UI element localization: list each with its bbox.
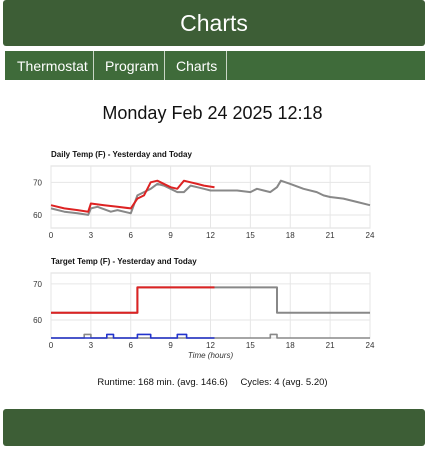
x-tick-label: 21 xyxy=(326,341,335,350)
x-tick-label: 3 xyxy=(89,231,94,240)
x-tick-label: 9 xyxy=(168,341,173,350)
series-line-today_cycles xyxy=(51,333,215,339)
target-temp-chart-title: Target Temp (F) - Yesterday and Today xyxy=(51,257,197,266)
daily-temp-chart-title: Daily Temp (F) - Yesterday and Today xyxy=(51,150,192,159)
page-title: Charts xyxy=(180,9,248,36)
y-tick-label: 60 xyxy=(33,211,42,220)
runtime-stats: Runtime: 168 min. (avg. 146.6) Cycles: 4… xyxy=(0,377,425,388)
x-tick-label: 18 xyxy=(286,231,295,240)
tab-program[interactable]: Program xyxy=(94,51,165,80)
x-tick-label: 6 xyxy=(129,231,134,240)
x-tick-label: 18 xyxy=(286,341,295,350)
series-line-yesterday_cycles xyxy=(51,333,370,339)
x-tick-label: 15 xyxy=(246,341,255,350)
tab-thermostat[interactable]: Thermostat xyxy=(5,51,94,80)
cycles-text: Cycles: 4 (avg. 5.20) xyxy=(240,377,328,388)
x-tick-label: 24 xyxy=(366,231,375,240)
current-datetime: Monday Feb 24 2025 12:18 xyxy=(102,103,323,123)
tab-charts[interactable]: Charts xyxy=(165,51,227,80)
x-tick-label: 24 xyxy=(366,341,375,350)
y-tick-label: 60 xyxy=(33,316,42,325)
tab-bar: Thermostat Program Charts xyxy=(5,51,425,80)
series-line-today_target xyxy=(51,286,215,314)
x-tick-label: 3 xyxy=(89,341,94,350)
runtime-text: Runtime: 168 min. (avg. 146.6) xyxy=(97,377,228,388)
app-footer xyxy=(3,409,425,446)
daily-temp-chart: 0 3 6 9 12 15 18 21 24 60 70 xyxy=(33,165,375,240)
x-tick-label: 6 xyxy=(129,341,134,350)
x-tick-label: 0 xyxy=(49,231,54,240)
target-temp-chart: 0 3 6 9 12 15 18 21 24 60 70 Time (hours) xyxy=(33,272,375,360)
series-line-yesterday xyxy=(50,179,371,216)
series-line-today xyxy=(50,179,215,213)
x-tick-label: 15 xyxy=(246,231,255,240)
app-header: Charts xyxy=(3,0,425,46)
x-tick-label: 0 xyxy=(49,341,54,350)
x-tick-label: 12 xyxy=(206,341,215,350)
y-tick-label: 70 xyxy=(33,178,42,187)
x-axis-label: Time (hours) xyxy=(188,351,234,360)
y-tick-label: 70 xyxy=(33,280,42,289)
x-tick-label: 12 xyxy=(206,231,215,240)
x-tick-label: 21 xyxy=(326,231,335,240)
x-tick-label: 9 xyxy=(168,231,173,240)
